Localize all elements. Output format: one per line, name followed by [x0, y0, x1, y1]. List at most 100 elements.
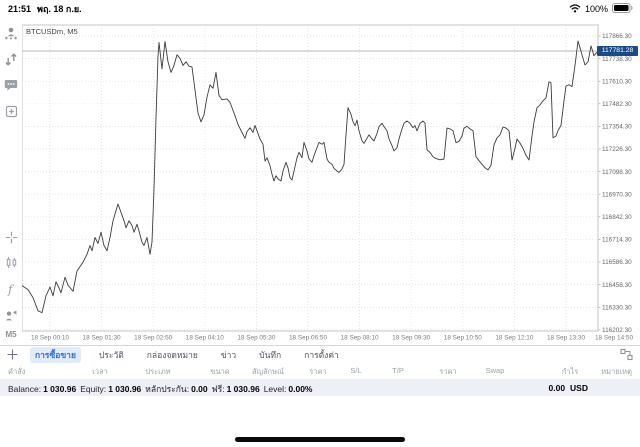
x-axis-label: 18 Sep 13:30 [547, 335, 585, 342]
status-right: 100% [569, 0, 633, 18]
y-axis-label: 117226.30 [602, 146, 632, 153]
chart-type-button[interactable] [1, 252, 21, 274]
account-icon [4, 26, 18, 40]
x-axis-label: 18 Sep 02:50 [134, 335, 172, 342]
column-header-6: S/L [350, 366, 362, 375]
y-axis-label: 117738.30 [602, 56, 632, 63]
panel-tab-5[interactable]: การตั้งค่า [304, 349, 339, 360]
balance-item-label: Equity: [80, 383, 107, 394]
balance-item-label: Balance: [8, 383, 42, 394]
orders-header-row: คำสั่ง เวลา ประเภท ขนาด สัญลักษณ์ ราคา S/L T/P ร… [0, 363, 640, 379]
objects-button[interactable] [1, 304, 21, 326]
balance-item-value: 1 030.96 [43, 383, 77, 394]
wifi-icon [569, 0, 581, 18]
balance-item-1: Equity: 1 030.96 [80, 379, 141, 397]
status-date: พฤ. 18 ก.ย. [37, 4, 82, 14]
profit-value: 0.00 [548, 382, 566, 393]
new-order-button[interactable] [1, 100, 21, 122]
column-header-4: สัญลักษณ์ [251, 367, 285, 376]
y-axis-label: 116586.30 [602, 259, 632, 266]
x-axis-label: 18 Sep 04:10 [186, 335, 224, 342]
panel-tab-bar: การซื้อขาย ประวัติ กล่องจดหมาย ข่าว บันทึก กา… [0, 346, 640, 363]
status-time: 21:51 [8, 4, 32, 14]
balance-item-value: 0.00% [288, 383, 313, 394]
panel-tab-1[interactable]: ประวัติ [98, 349, 124, 360]
chart-area: 18 Sep 00:10 18 Sep 01:30 18 Sep 02:50 18 S… [0, 0, 640, 345]
column-header-9: Swap [485, 366, 505, 375]
tab-strip: การซื้อขาย ประวัติ กล่องจดหมาย ข่าว บันทึก กา… [30, 346, 344, 363]
x-axis-label: 18 Sep 05:30 [237, 335, 275, 342]
status-bar: 21:51 พฤ. 18 ก.ย. 100% [0, 0, 640, 18]
crosshair-icon [5, 231, 18, 244]
y-axis-label: 116202.30 [602, 327, 632, 334]
x-axis-label: 18 Sep 14:50 [595, 335, 633, 342]
indicators-icon: f [5, 282, 18, 297]
new-order-icon [5, 105, 18, 118]
indicators-button[interactable]: f [1, 278, 21, 300]
y-axis-label: 116842.30 [602, 214, 632, 221]
y-axis-label: 116330.30 [602, 304, 632, 311]
x-axis-label: 18 Sep 01:30 [83, 335, 121, 342]
profit-group: 0.00 USD [549, 383, 589, 393]
objects-icon [4, 309, 18, 322]
panel-tab-3[interactable]: ข่าว [220, 349, 237, 360]
panel-tab-0[interactable]: การซื้อขาย [30, 346, 81, 363]
y-axis-label: 117610.30 [602, 78, 632, 85]
account-button[interactable] [1, 22, 21, 44]
plus-icon [7, 349, 17, 360]
column-header-3: ขนาด [210, 367, 230, 376]
y-axis-label: 116714.30 [602, 237, 632, 244]
profit-currency: USD [570, 382, 588, 393]
trade-arrows-icon [4, 52, 18, 67]
column-header-11: หมายเหตุ [601, 367, 632, 376]
column-header-8: ราคา [439, 367, 457, 376]
left-toolbar: f M5 [0, 18, 22, 345]
y-axis-label: 116458.30 [602, 282, 632, 289]
y-axis-label: 117354.30 [602, 124, 632, 131]
trade-button[interactable] [1, 48, 21, 70]
battery-percent-label: 100% [584, 4, 608, 14]
balance-item-value: 1 030.96 [226, 383, 260, 394]
panel-tab-4[interactable]: บันทึก [259, 349, 282, 360]
sort-button[interactable] [618, 347, 634, 361]
price-line [21, 40, 599, 314]
balance-item-label: หลักประกัน: [145, 383, 190, 394]
timeframe-button[interactable]: M5 [5, 330, 17, 339]
y-axis-label: 117866.30 [602, 33, 632, 40]
price-chart[interactable]: 18 Sep 00:10 18 Sep 01:30 18 Sep 02:50 18 S… [0, 0, 640, 345]
balance-items: Balance: 1 030.96 Equity: 1 030.96 หลักประกั… [8, 379, 312, 397]
column-header-5: ราคา [309, 367, 327, 376]
x-axis-label: 18 Sep 08:10 [341, 335, 379, 342]
status-left: 21:51 พฤ. 18 ก.ย. [8, 2, 82, 16]
balance-row: Balance: 1 030.96 Equity: 1 030.96 หลักประกั… [0, 379, 640, 396]
battery-icon [612, 0, 633, 18]
x-axis-label: 18 Sep 09:30 [392, 335, 430, 342]
y-axis-label: 117482.30 [602, 101, 632, 108]
chat-icon [4, 79, 18, 92]
balance-item-value: 0.00 [191, 383, 208, 394]
balance-item-label: ฟรี: [211, 383, 225, 394]
balance-item-2: หลักประกัน: 0.00 [145, 379, 207, 397]
crosshair-button[interactable] [1, 226, 21, 248]
chat-button[interactable] [1, 74, 21, 96]
current-price-tag: 117781.28 [597, 46, 638, 56]
column-header-7: T/P [392, 366, 404, 375]
panel-tab-2[interactable]: กล่องจดหมาย [146, 349, 198, 360]
chart-symbol-label: BTCUSDm, M5 [26, 27, 78, 36]
x-axis-label: 18 Sep 10:50 [444, 335, 482, 342]
x-axis-label: 18 Sep 06:50 [289, 335, 327, 342]
bottom-panel: การซื้อขาย ประวัติ กล่องจดหมาย ข่าว บันทึก กา… [0, 345, 640, 447]
y-axis-label: 117098.30 [602, 169, 632, 176]
add-button[interactable] [0, 347, 24, 363]
x-axis-label: 18 Sep 00:10 [31, 335, 69, 342]
home-indicator[interactable] [235, 437, 405, 442]
balance-item-value: 1 030.96 [108, 383, 142, 394]
balance-item-label: Level: [263, 383, 287, 394]
column-header-1: เวลา [92, 367, 108, 376]
sort-icon [619, 348, 633, 360]
balance-item-4: Level: 0.00% [264, 379, 313, 397]
balance-item-3: ฟรี: 1 030.96 [212, 379, 260, 397]
x-axis-label: 18 Sep 12:10 [495, 335, 533, 342]
balance-item-0: Balance: 1 030.96 [8, 379, 76, 397]
